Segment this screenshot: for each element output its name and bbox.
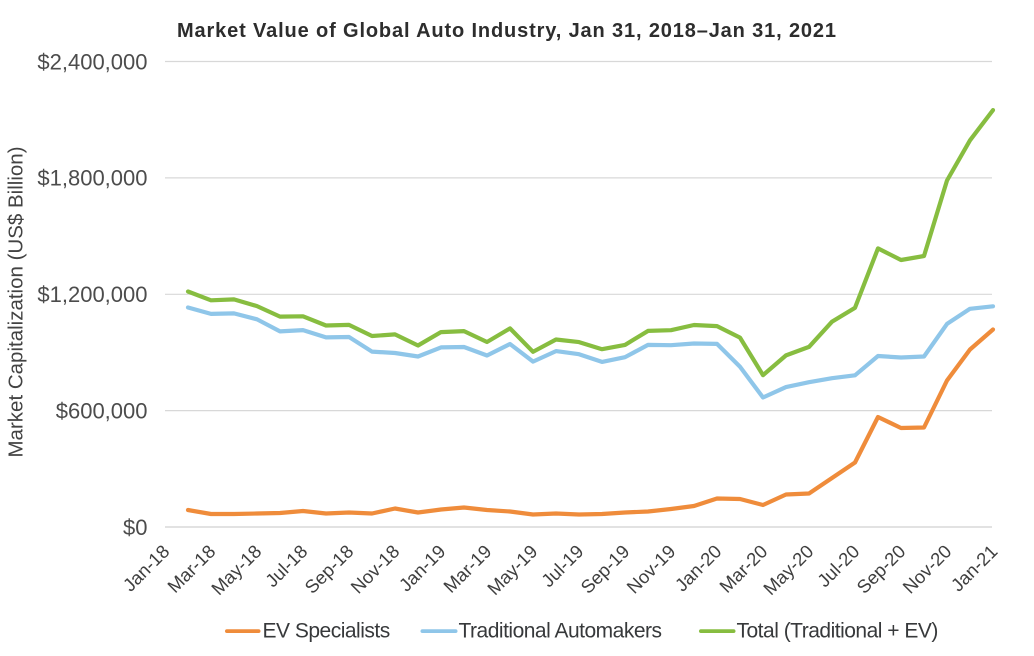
svg-text:EV Specialists: EV Specialists xyxy=(263,620,390,643)
svg-text:Sep-18: Sep-18 xyxy=(300,541,357,598)
svg-text:Traditional Automakers: Traditional Automakers xyxy=(459,620,662,643)
svg-text:May-20: May-20 xyxy=(759,541,817,599)
svg-text:$1,200,000: $1,200,000 xyxy=(37,282,147,307)
svg-text:Sep-20: Sep-20 xyxy=(852,541,909,598)
svg-text:Market Capitalization (US$ Bil: Market Capitalization (US$ Billion) xyxy=(5,146,28,457)
svg-text:Jan-18: Jan-18 xyxy=(119,541,174,596)
svg-text:May-19: May-19 xyxy=(483,541,541,599)
svg-text:$600,000: $600,000 xyxy=(56,398,148,423)
svg-text:Market Value of Global Auto In: Market Value of Global Auto Industry, Ja… xyxy=(177,20,836,42)
svg-text:$2,400,000: $2,400,000 xyxy=(37,49,147,74)
svg-text:$1,800,000: $1,800,000 xyxy=(37,166,147,191)
svg-text:Jan-19: Jan-19 xyxy=(395,541,450,596)
svg-text:Jan-20: Jan-20 xyxy=(671,541,726,596)
svg-text:Nov-19: Nov-19 xyxy=(622,541,679,598)
svg-text:$0: $0 xyxy=(123,515,147,540)
svg-text:Nov-20: Nov-20 xyxy=(898,541,955,598)
svg-text:Jan-21: Jan-21 xyxy=(947,541,1002,596)
svg-text:May-18: May-18 xyxy=(207,541,265,599)
svg-text:Total (Traditional + EV): Total (Traditional + EV) xyxy=(737,620,938,643)
svg-text:Nov-18: Nov-18 xyxy=(346,541,403,598)
svg-text:Sep-19: Sep-19 xyxy=(576,541,633,598)
